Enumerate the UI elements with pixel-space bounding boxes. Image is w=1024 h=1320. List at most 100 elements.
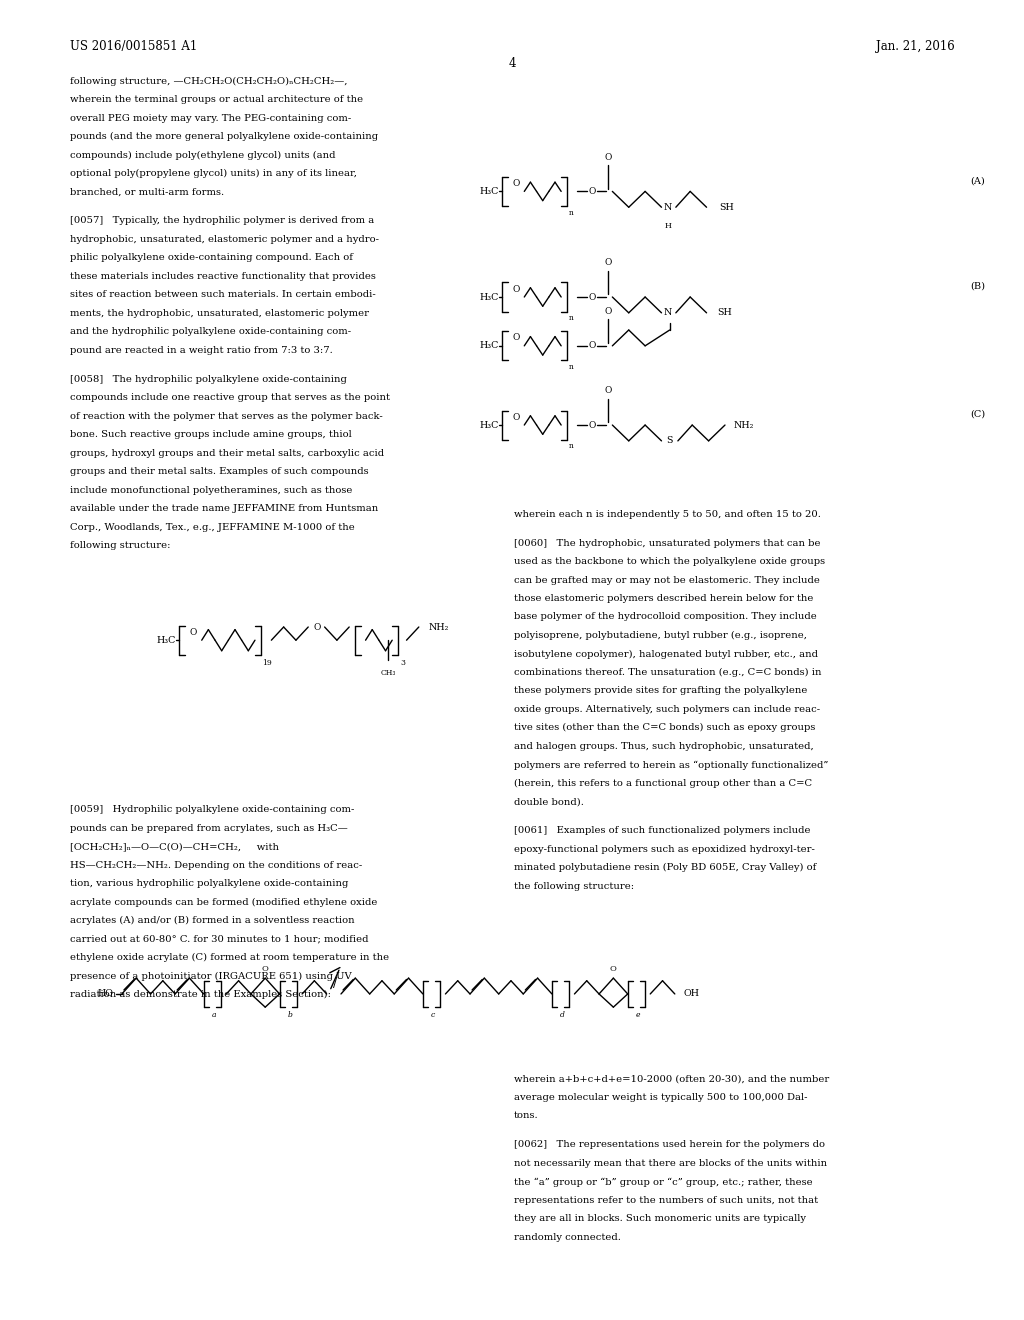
Text: d: d [560, 1011, 564, 1019]
Text: can be grafted may or may not be elastomeric. They include: can be grafted may or may not be elastom… [514, 576, 820, 585]
Text: 4: 4 [508, 57, 516, 70]
Text: polymers are referred to herein as “optionally functionalized”: polymers are referred to herein as “opti… [514, 760, 828, 770]
Text: O: O [189, 628, 198, 636]
Text: H₃C: H₃C [157, 636, 176, 644]
Text: [0061]   Examples of such functionalized polymers include: [0061] Examples of such functionalized p… [514, 826, 811, 836]
Text: (herein, this refers to a functional group other than a C=C: (herein, this refers to a functional gro… [514, 779, 812, 788]
Text: these polymers provide sites for grafting the polyalkylene: these polymers provide sites for graftin… [514, 686, 807, 696]
Text: n: n [569, 209, 573, 216]
Text: double bond).: double bond). [514, 797, 584, 807]
Text: e: e [636, 1011, 640, 1019]
Text: H₃C: H₃C [479, 187, 499, 195]
Text: radiation as demonstrate in the Examples Section):: radiation as demonstrate in the Examples… [70, 990, 331, 999]
Text: [OCH₂CH₂]ₙ—O—C(O)—CH=CH₂,     with: [OCH₂CH₂]ₙ—O—C(O)—CH=CH₂, with [70, 842, 279, 851]
Text: H₃C: H₃C [479, 342, 499, 350]
Text: pounds can be prepared from acrylates, such as H₃C—: pounds can be prepared from acrylates, s… [70, 824, 347, 833]
Text: H₃C: H₃C [479, 421, 499, 429]
Text: the “a” group or “b” group or “c” group, etc.; rather, these: the “a” group or “b” group or “c” group,… [514, 1177, 813, 1187]
Text: polyisoprene, polybutadiene, butyl rubber (e.g., isoprene,: polyisoprene, polybutadiene, butyl rubbe… [514, 631, 807, 640]
Text: groups, hydroxyl groups and their metal salts, carboxylic acid: groups, hydroxyl groups and their metal … [70, 449, 384, 458]
Text: (C): (C) [970, 411, 985, 418]
Text: 3: 3 [400, 659, 404, 667]
Text: O: O [610, 965, 616, 973]
Text: n: n [569, 314, 573, 322]
Text: (B): (B) [970, 282, 985, 290]
Text: [0058]   The hydrophilic polyalkylene oxide-containing: [0058] The hydrophilic polyalkylene oxid… [70, 375, 346, 384]
Text: isobutylene copolymer), halogenated butyl rubber, etc., and: isobutylene copolymer), halogenated buty… [514, 649, 818, 659]
Text: US 2016/0015851 A1: US 2016/0015851 A1 [70, 40, 197, 53]
Text: include monofunctional polyetheramines, such as those: include monofunctional polyetheramines, … [70, 486, 352, 495]
Text: (A): (A) [971, 177, 985, 185]
Text: /: / [333, 977, 337, 990]
Text: optional poly(propylene glycol) units) in any of its linear,: optional poly(propylene glycol) units) i… [70, 169, 356, 178]
Text: oxide groups. Alternatively, such polymers can include reac-: oxide groups. Alternatively, such polyme… [514, 705, 820, 714]
Text: HS—CH₂CH₂—NH₂. Depending on the conditions of reac-: HS—CH₂CH₂—NH₂. Depending on the conditio… [70, 861, 361, 870]
Text: hydrophobic, unsaturated, elastomeric polymer and a hydro-: hydrophobic, unsaturated, elastomeric po… [70, 235, 379, 244]
Text: SH: SH [717, 309, 731, 317]
Text: HO: HO [97, 990, 114, 998]
Text: ments, the hydrophobic, unsaturated, elastomeric polymer: ments, the hydrophobic, unsaturated, ela… [70, 309, 369, 318]
Text: O: O [604, 259, 612, 267]
Text: O: O [588, 187, 596, 195]
Text: base polymer of the hydrocolloid composition. They include: base polymer of the hydrocolloid composi… [514, 612, 817, 622]
Text: those elastomeric polymers described herein below for the: those elastomeric polymers described her… [514, 594, 813, 603]
Text: compounds include one reactive group that serves as the point: compounds include one reactive group tha… [70, 393, 389, 403]
Text: c: c [431, 1011, 435, 1019]
Text: tive sites (other than the C=C bonds) such as epoxy groups: tive sites (other than the C=C bonds) su… [514, 723, 815, 733]
Text: [0057]   Typically, the hydrophilic polymer is derived from a: [0057] Typically, the hydrophilic polyme… [70, 216, 374, 226]
Text: [0062]   The representations used herein for the polymers do: [0062] The representations used herein f… [514, 1140, 825, 1150]
Text: the following structure:: the following structure: [514, 882, 634, 891]
Text: minated polybutadiene resin (Poly BD 605E, Cray Valley) of: minated polybutadiene resin (Poly BD 605… [514, 863, 816, 873]
Text: carried out at 60-80° C. for 30 minutes to 1 hour; modified: carried out at 60-80° C. for 30 minutes … [70, 935, 369, 944]
Text: overall PEG moiety may vary. The PEG-containing com-: overall PEG moiety may vary. The PEG-con… [70, 114, 351, 123]
Text: pound are reacted in a weight ratio from 7:3 to 3:7.: pound are reacted in a weight ratio from… [70, 346, 333, 355]
Text: Jan. 21, 2016: Jan. 21, 2016 [876, 40, 954, 53]
Text: epoxy-functional polymers such as epoxidized hydroxyl-ter-: epoxy-functional polymers such as epoxid… [514, 845, 815, 854]
Text: O: O [262, 965, 268, 973]
Text: used as the backbone to which the polyalkylene oxide groups: used as the backbone to which the polyal… [514, 557, 825, 566]
Text: wherein each n is independently 5 to 50, and often 15 to 20.: wherein each n is independently 5 to 50,… [514, 510, 821, 519]
Text: O: O [512, 413, 520, 421]
Text: H: H [665, 222, 671, 230]
Text: b: b [288, 1011, 292, 1019]
Text: n: n [569, 363, 573, 371]
Text: representations refer to the numbers of such units, not that: representations refer to the numbers of … [514, 1196, 818, 1205]
Text: and halogen groups. Thus, such hydrophobic, unsaturated,: and halogen groups. Thus, such hydrophob… [514, 742, 814, 751]
Text: O: O [604, 153, 612, 161]
Text: compounds) include poly(ethylene glycol) units (and: compounds) include poly(ethylene glycol)… [70, 150, 335, 160]
Text: O: O [588, 342, 596, 350]
Text: ethylene oxide acrylate (C) formed at room temperature in the: ethylene oxide acrylate (C) formed at ro… [70, 953, 389, 962]
Text: wherein a+b+c+d+e=10-2000 (often 20-30), and the number: wherein a+b+c+d+e=10-2000 (often 20-30),… [514, 1074, 829, 1084]
Text: acrylate compounds can be formed (modified ethylene oxide: acrylate compounds can be formed (modifi… [70, 898, 377, 907]
Text: 19: 19 [262, 659, 272, 667]
Text: tion, various hydrophilic polyalkylene oxide-containing: tion, various hydrophilic polyalkylene o… [70, 879, 348, 888]
Text: O: O [313, 623, 322, 631]
Text: groups and their metal salts. Examples of such compounds: groups and their metal salts. Examples o… [70, 467, 369, 477]
Text: O: O [512, 285, 520, 293]
Text: O: O [512, 334, 520, 342]
Text: bone. Such reactive groups include amine groups, thiol: bone. Such reactive groups include amine… [70, 430, 351, 440]
Text: O: O [588, 421, 596, 429]
Text: combinations thereof. The unsaturation (e.g., C=C bonds) in: combinations thereof. The unsaturation (… [514, 668, 821, 677]
Text: O: O [512, 180, 520, 187]
Text: wherein the terminal groups or actual architecture of the: wherein the terminal groups or actual ar… [70, 95, 362, 104]
Text: H₃C: H₃C [479, 293, 499, 301]
Text: philic polyalkylene oxide-containing compound. Each of: philic polyalkylene oxide-containing com… [70, 253, 352, 263]
Text: sites of reaction between such materials. In certain embodi-: sites of reaction between such materials… [70, 290, 376, 300]
Text: N: N [664, 203, 672, 211]
Text: n: n [569, 442, 573, 450]
Text: NH₂: NH₂ [429, 623, 450, 631]
Text: a: a [212, 1011, 216, 1019]
Text: O: O [604, 387, 612, 395]
Text: SH: SH [719, 203, 733, 211]
Text: not necessarily mean that there are blocks of the units within: not necessarily mean that there are bloc… [514, 1159, 827, 1168]
Text: randomly connected.: randomly connected. [514, 1233, 621, 1242]
Text: O: O [588, 293, 596, 301]
Text: following structure, —CH₂CH₂O(CH₂CH₂O)ₙCH₂CH₂—,: following structure, —CH₂CH₂O(CH₂CH₂O)ₙC… [70, 77, 347, 86]
Text: S: S [667, 437, 673, 445]
Text: of reaction with the polymer that serves as the polymer back-: of reaction with the polymer that serves… [70, 412, 382, 421]
Text: [0059]   Hydrophilic polyalkylene oxide-containing com-: [0059] Hydrophilic polyalkylene oxide-co… [70, 805, 354, 814]
Text: [0060]   The hydrophobic, unsaturated polymers that can be: [0060] The hydrophobic, unsaturated poly… [514, 539, 820, 548]
Text: OH: OH [683, 990, 699, 998]
Text: acrylates (A) and/or (B) formed in a solventless reaction: acrylates (A) and/or (B) formed in a sol… [70, 916, 354, 925]
